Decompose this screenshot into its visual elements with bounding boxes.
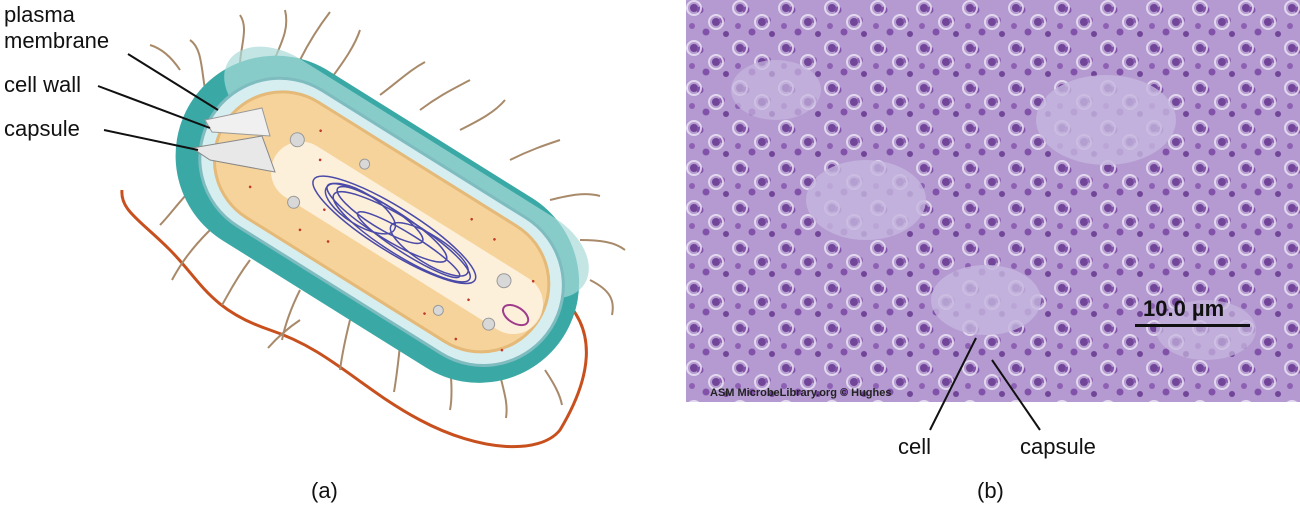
caption-a: (a) [311,478,338,503]
label-cell-wall: cell wall [4,72,82,97]
nucleoid [312,175,477,285]
scale-bar-label: 10.0 µm [1143,296,1225,321]
label-plasma-membrane: plasma membrane [4,2,109,54]
micrograph [686,0,1300,402]
bacterium-diagram [97,9,626,449]
scale-bar [1135,324,1250,327]
leader-lines-a [97,53,219,151]
label-capsule-a: capsule [4,116,80,141]
label-cell: cell [898,434,932,459]
plasmid [501,303,530,327]
inclusion-granules [287,132,512,331]
label-plasma-membrane-text: plasma membrane [4,2,110,53]
micrograph-image [686,0,1300,402]
label-capsule-b: capsule [1020,434,1096,459]
caption-b: (b) [977,478,1004,503]
flagellum [120,189,588,449]
peeled-capsule-flap [190,135,276,173]
image-credit: ASM MicrobeLibrary.org © Hughes [710,387,892,399]
